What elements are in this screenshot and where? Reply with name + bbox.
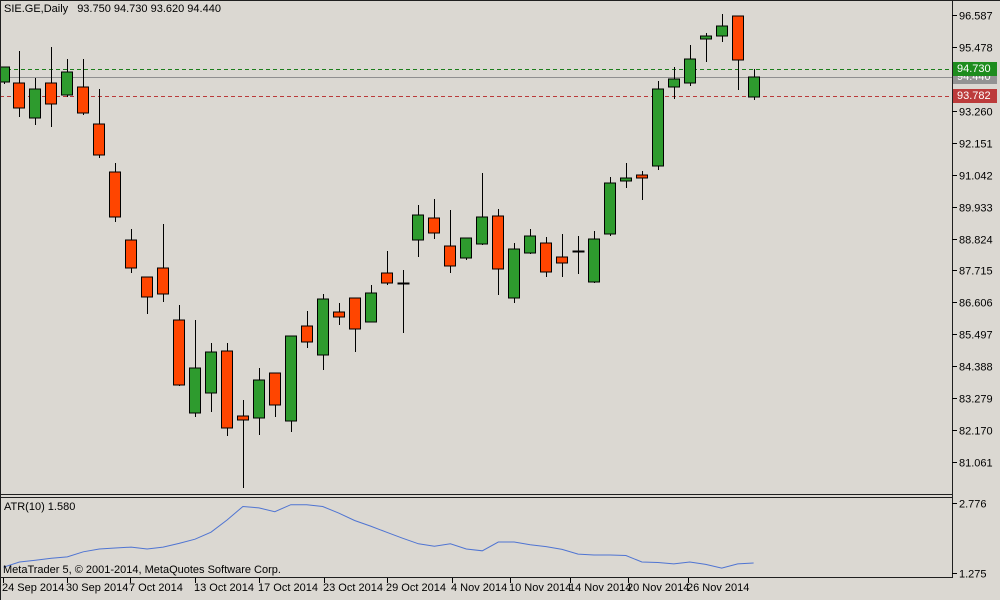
price-tick-label: 91.042 [959, 171, 993, 183]
price-axis: 96.587 95.478 93.260 92.151 91.042 89.933 88.8… [952, 11, 993, 470]
date-tick-label: 7 Oct 2014 [129, 582, 183, 594]
candle-body [668, 78, 680, 88]
candle-body [253, 379, 265, 419]
candle-body [221, 350, 233, 429]
price-tick-label: 89.933 [959, 203, 993, 215]
date-tick-label: 26 Nov 2014 [687, 582, 749, 594]
price-badge: 93.782 [953, 89, 997, 103]
candle-body [349, 297, 361, 330]
candle-body [381, 272, 393, 284]
candle-body [109, 171, 121, 218]
candle-body [556, 256, 568, 264]
chart-symbol-period: SIE.GE,Daily [4, 3, 69, 15]
price-tick-label: 95.478 [959, 43, 993, 55]
candle-body [301, 325, 313, 343]
candle-body [237, 415, 249, 421]
candle-body [748, 76, 760, 98]
candle-body [29, 88, 41, 119]
candle-body [412, 214, 424, 241]
indicator-tick-label: 2.776 [959, 499, 987, 511]
candle-body [732, 15, 744, 61]
candle-body [93, 123, 105, 156]
date-tick-label: 24 Sep 2014 [2, 582, 64, 594]
candle-body [604, 182, 616, 235]
candle-body [285, 335, 297, 422]
price-level-lines [0, 69, 952, 97]
candle-body [269, 372, 281, 406]
candle-body [45, 82, 57, 105]
candle-body [492, 215, 504, 270]
candle-body [716, 25, 728, 37]
candle-body [444, 245, 456, 267]
date-tick-label: 4 Nov 2014 [451, 582, 507, 594]
candle-body [13, 82, 25, 109]
candle-body [365, 292, 377, 323]
date-tick-label: 14 Nov 2014 [569, 582, 631, 594]
date-tick-label: 30 Sep 2014 [66, 582, 128, 594]
price-tick-label: 86.606 [959, 298, 993, 310]
date-tick-label: 17 Oct 2014 [258, 582, 318, 594]
candle-body [428, 217, 440, 234]
candle-body [141, 276, 153, 298]
price-tick-label: 84.388 [959, 362, 993, 374]
price-tick-label: 87.715 [959, 266, 993, 278]
candle-body [189, 367, 201, 414]
candle-body [157, 267, 169, 295]
chart-title: SIE.GE,Daily 93.750 94.730 93.620 94.440 [4, 3, 221, 16]
price-tick-label: 82.170 [959, 426, 993, 438]
candle-body [476, 216, 488, 245]
candle-body [333, 311, 345, 318]
price-badge: 94.730 [953, 62, 997, 76]
candle-body [636, 174, 648, 179]
copyright-text: MetaTrader 5, © 2001-2014, MetaQuotes So… [3, 564, 281, 576]
candle-body [77, 86, 89, 114]
candle-body [588, 238, 600, 283]
atr-line [3, 504, 754, 569]
candle-body [684, 58, 696, 84]
candle-body [460, 237, 472, 259]
date-tick-label: 20 Nov 2014 [627, 582, 689, 594]
candle-body [173, 319, 185, 386]
price-tick-label: 85.497 [959, 330, 993, 342]
indicator-tick-label: 1.275 [959, 569, 987, 581]
price-tick-label: 81.061 [959, 458, 993, 470]
candle-body [508, 248, 520, 299]
candle-body [540, 242, 552, 273]
price-tick-label: 96.587 [959, 11, 993, 23]
chart-ohlc-values: 93.750 94.730 93.620 94.440 [77, 3, 221, 15]
price-tick-label: 83.279 [959, 394, 993, 406]
candle-body [620, 177, 632, 182]
candle-body [317, 298, 329, 356]
indicator-label: ATR(10) 1.580 [4, 501, 76, 513]
date-tick-label: 23 Oct 2014 [323, 582, 383, 594]
date-tick-label: 29 Oct 2014 [386, 582, 446, 594]
date-axis: 24 Sep 2014 30 Sep 2014 7 Oct 2014 13 Oct 2… [2, 578, 749, 594]
candle-body [61, 71, 73, 96]
candle-body [700, 35, 712, 40]
price-tick-label: 92.151 [959, 139, 993, 151]
date-tick-label: 10 Nov 2014 [509, 582, 571, 594]
candle-body [205, 351, 217, 394]
candle-body [524, 235, 536, 254]
price-tick-label: 88.824 [959, 235, 993, 247]
price-tick-label: 93.260 [959, 107, 993, 119]
candle-body [0, 66, 10, 83]
candle-body [652, 88, 664, 167]
indicator-axis: 2.776 1.275 [952, 499, 987, 581]
candle-body [125, 239, 137, 269]
date-tick-label: 13 Oct 2014 [194, 582, 254, 594]
candles [0, 14, 760, 488]
